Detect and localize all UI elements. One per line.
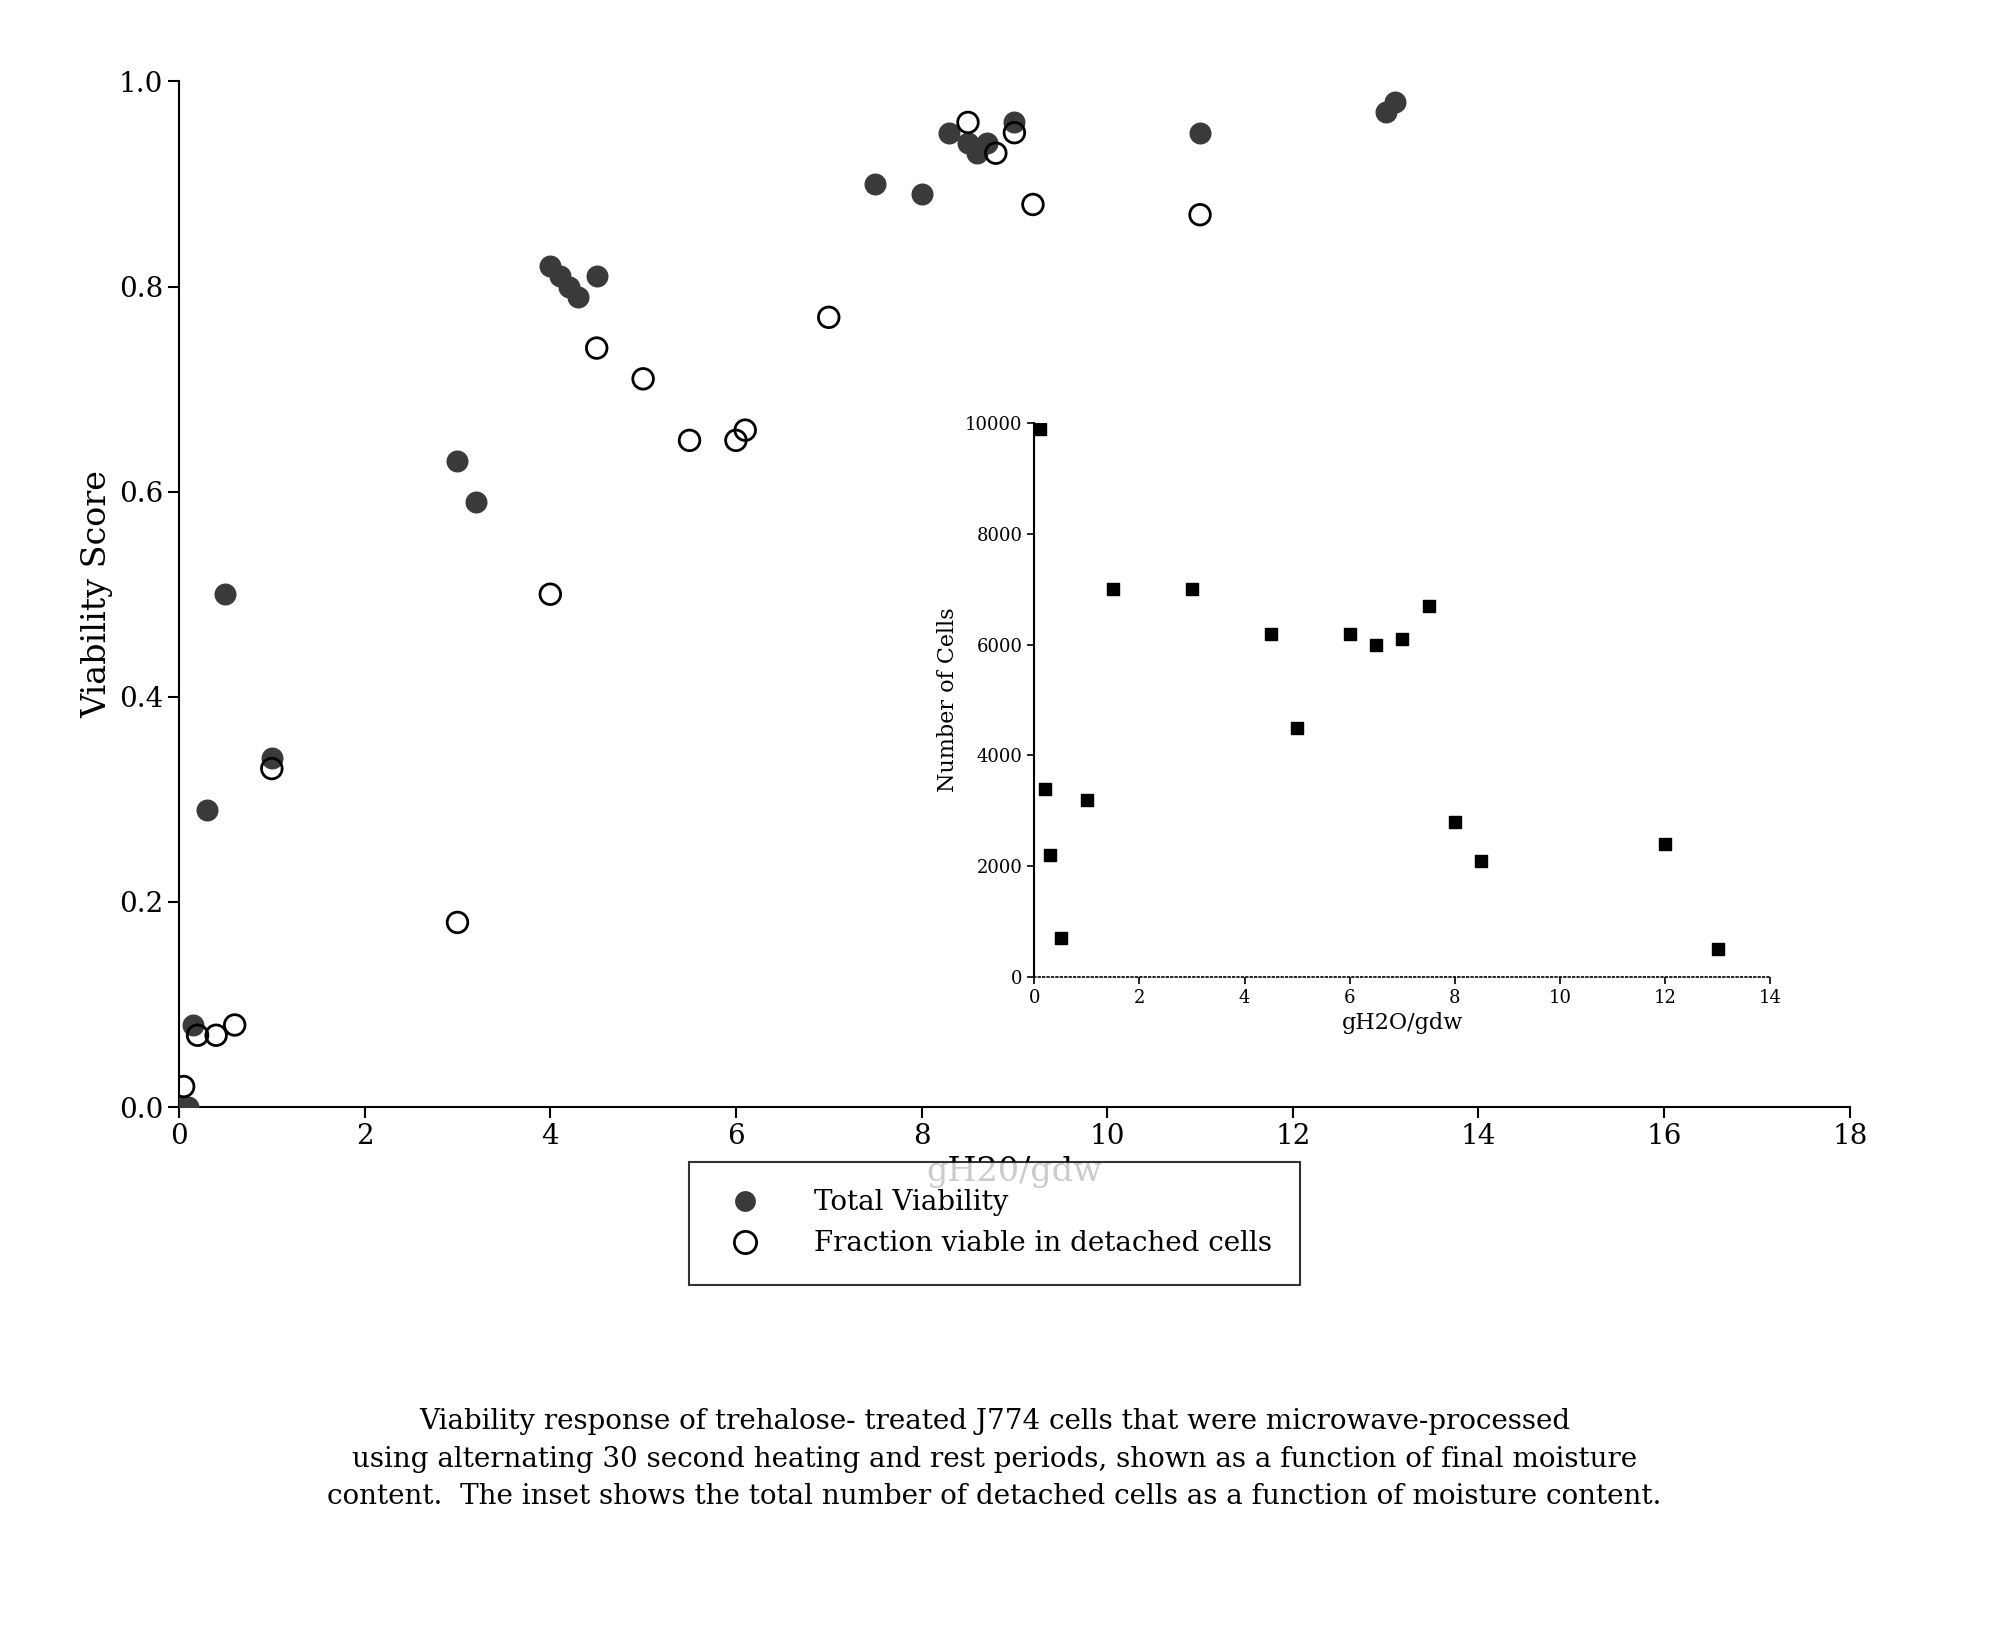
Point [998,120,1030,147]
X-axis label: gH2O/gdw: gH2O/gdw [1343,1013,1462,1034]
Point [1183,120,1215,147]
Point [1028,775,1060,801]
Point [191,796,223,822]
Point [859,171,891,197]
Point [1044,925,1076,951]
Point [442,448,473,474]
Point [981,140,1012,166]
Point [730,417,762,443]
Point [953,109,985,135]
Y-axis label: Number of Cells: Number of Cells [937,607,959,793]
Point [173,1094,205,1120]
Point [1412,593,1444,619]
Legend: Total Viability, Fraction viable in detached cells: Total Viability, Fraction viable in deta… [688,1162,1301,1284]
Point [1183,202,1215,228]
Point [1378,90,1410,116]
Point [1175,576,1207,602]
Point [219,1013,251,1039]
Y-axis label: Viability Score: Viability Score [82,470,113,718]
Point [720,428,752,454]
Point [998,109,1030,135]
Point [1703,936,1734,962]
Point [535,581,567,607]
Text: Viability response of trehalose- treated J774 cells that were microwave-processe: Viability response of trehalose- treated… [328,1408,1661,1511]
Text: Total number of detached cells: Total number of detached cells [1140,526,1510,549]
Point [953,130,985,156]
Point [553,274,585,300]
Point [1024,415,1056,441]
Point [177,1013,209,1039]
Point [1020,399,1052,425]
Point [814,304,845,330]
Point [543,264,575,290]
Point [1386,627,1418,653]
Point [209,581,241,607]
Point [1360,632,1392,658]
Point [1255,620,1287,646]
Point [563,283,595,309]
Point [1438,809,1470,835]
X-axis label: gH20/gdw: gH20/gdw [927,1156,1102,1187]
Point [1034,842,1066,868]
Point [581,264,613,290]
Point [535,252,567,278]
Point [459,488,491,514]
Point [257,755,288,781]
Point [674,428,706,454]
Point [1649,830,1681,856]
Point [167,1073,199,1099]
Point [167,1094,199,1120]
Point [1281,715,1313,741]
Point [627,366,658,392]
Point [1370,99,1402,125]
Point [181,1022,213,1048]
Point [1016,192,1048,218]
Point [257,746,288,772]
Point [1335,620,1366,646]
Point [933,120,965,147]
Point [1098,576,1130,602]
Point [1466,848,1498,874]
Point [971,130,1002,156]
Point [201,1022,233,1048]
Point [442,910,473,936]
Point [905,181,937,207]
Point [1780,881,1812,907]
Point [961,140,993,166]
Point [581,335,613,361]
Point [1070,786,1102,812]
